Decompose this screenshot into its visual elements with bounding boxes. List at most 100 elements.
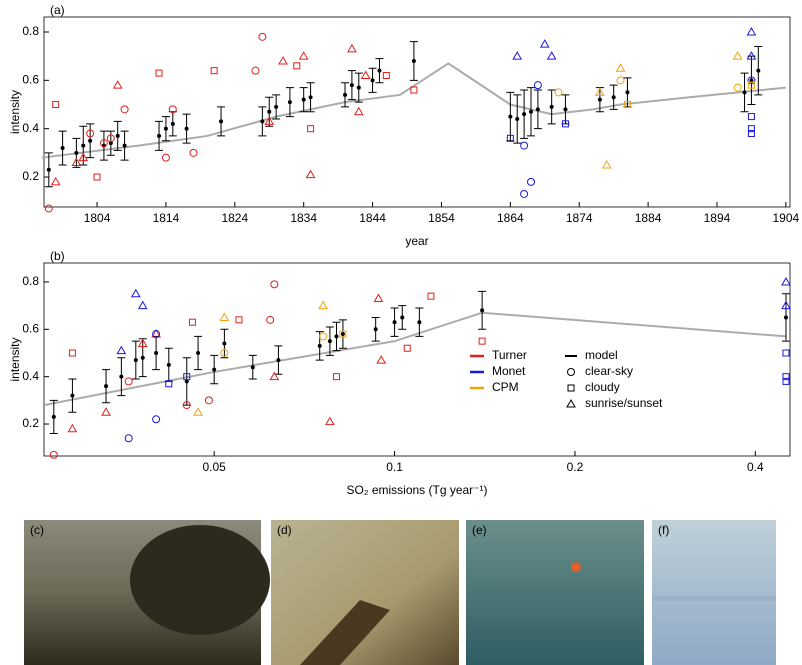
marker-circle: [521, 190, 528, 197]
marker-circle: [153, 416, 160, 423]
marker-triangle: [603, 161, 611, 168]
x-tick-label: 1834: [290, 211, 317, 225]
marker-triangle: [117, 347, 125, 354]
model-point: [377, 69, 381, 73]
marker-circle: [617, 77, 624, 84]
marker-square: [428, 293, 434, 299]
model-point: [70, 394, 74, 398]
marker-triangle: [355, 108, 363, 115]
marker-circle: [125, 435, 132, 442]
x-tick-label: 1894: [704, 211, 731, 225]
y-tick-label: 0.4: [22, 121, 39, 135]
y-tick-label: 0.4: [22, 369, 39, 383]
marker-circle: [259, 33, 266, 40]
legend-label: Turner: [492, 348, 527, 362]
marker-triangle: [374, 295, 382, 302]
model-point: [393, 320, 397, 324]
model-point: [417, 320, 421, 324]
y-axis-label: intensity: [8, 337, 22, 381]
marker-circle: [528, 178, 535, 185]
x-tick-label: 1814: [153, 211, 180, 225]
model-point: [334, 334, 338, 338]
model-point: [52, 415, 56, 419]
marker-square: [748, 114, 754, 120]
marker-circle: [568, 369, 575, 376]
model-point: [288, 100, 292, 104]
model-point: [88, 139, 92, 143]
marker-circle: [121, 106, 128, 113]
x-tick-label: 0.05: [202, 460, 226, 474]
marker-square: [236, 317, 242, 323]
marker-triangle: [617, 64, 625, 71]
legend-label: clear-sky: [585, 364, 633, 378]
legend-label: CPM: [492, 380, 519, 394]
model-point: [508, 115, 512, 119]
panel-label: (f): [658, 523, 669, 537]
y-tick-label: 0.8: [22, 274, 39, 288]
model-point: [123, 144, 127, 148]
model-point: [260, 119, 264, 123]
model-point: [536, 107, 540, 111]
model-curve: [44, 313, 786, 405]
paintings: (c) (d) (e) (f): [24, 520, 776, 665]
marker-square: [404, 345, 410, 351]
model-point: [341, 332, 345, 336]
panel-label: (a): [50, 3, 65, 17]
marker-triangle: [139, 302, 147, 309]
x-axis-label: SO₂ emissions (Tg year⁻¹): [346, 483, 487, 497]
marker-circle: [267, 316, 274, 323]
marker-circle: [45, 205, 52, 212]
marker-triangle: [307, 171, 315, 178]
marker-circle: [521, 142, 528, 149]
marker-square: [211, 68, 217, 74]
model-point: [328, 339, 332, 343]
model-point: [116, 134, 120, 138]
marker-triangle: [782, 278, 790, 285]
marker-circle: [555, 89, 562, 96]
legend-label: cloudy: [585, 380, 620, 394]
x-tick-label: 1884: [635, 211, 662, 225]
marker-circle: [50, 451, 57, 458]
model-point: [743, 90, 747, 94]
model-point: [222, 342, 226, 346]
model-point: [598, 98, 602, 102]
y-tick-label: 0.6: [22, 73, 39, 87]
marker-triangle: [567, 400, 575, 407]
model-point: [196, 351, 200, 355]
model-point: [756, 69, 760, 73]
marker-circle: [162, 154, 169, 161]
model-point: [219, 119, 223, 123]
panel-label: (d): [277, 523, 292, 537]
x-tick-label: 1864: [497, 211, 524, 225]
plot-frame: [44, 17, 790, 207]
x-tick-label: 0.4: [747, 460, 764, 474]
legend-label: sunrise/sunset: [585, 396, 663, 410]
model-point: [119, 375, 123, 379]
panel-label: (b): [50, 249, 65, 263]
model-point: [374, 327, 378, 331]
marker-square: [69, 350, 75, 356]
marker-circle: [534, 82, 541, 89]
painting: [271, 520, 459, 665]
model-point: [141, 356, 145, 360]
model-point: [522, 112, 526, 116]
model-point: [550, 105, 554, 109]
model-point: [251, 365, 255, 369]
painting: [652, 520, 776, 665]
x-tick-label: 1904: [773, 211, 800, 225]
marker-triangle: [300, 52, 308, 59]
marker-triangle: [52, 178, 60, 185]
figure: (c) (d) (e) (f) (a)0.20.40.60.8180418141…: [0, 0, 802, 665]
marker-square: [783, 350, 789, 356]
painting-detail: [571, 562, 581, 572]
model-point: [185, 127, 189, 131]
model-point: [343, 93, 347, 97]
marker-triangle: [279, 57, 287, 64]
panel-label: (e): [472, 523, 487, 537]
model-point: [350, 83, 354, 87]
marker-square: [94, 174, 100, 180]
painting-detail: [652, 596, 776, 601]
model-point: [612, 95, 616, 99]
marker-triangle: [513, 52, 521, 59]
model-point: [625, 90, 629, 94]
